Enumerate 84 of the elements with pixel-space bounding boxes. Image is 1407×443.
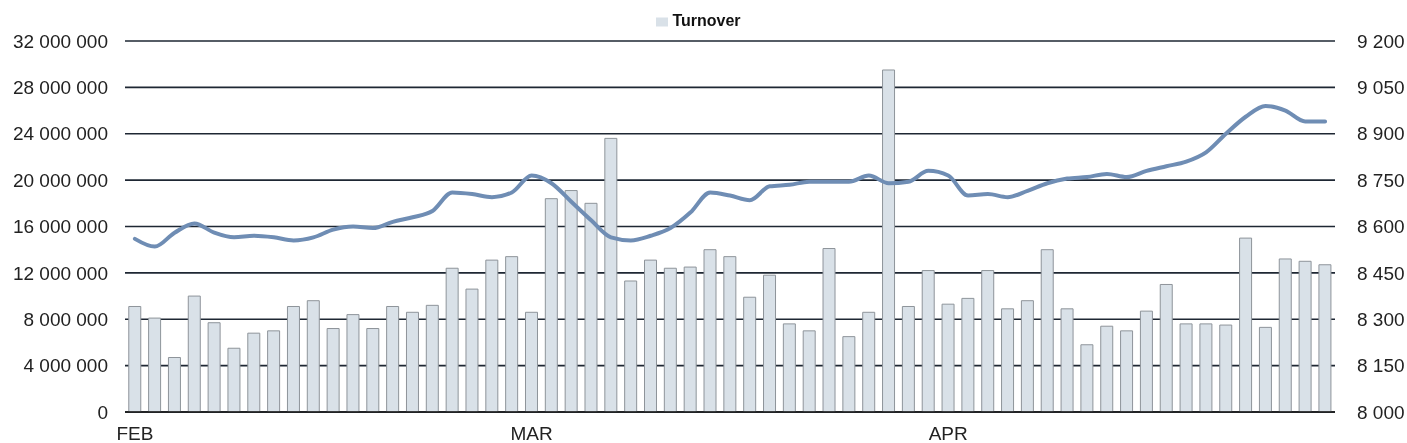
bar (524, 311, 538, 412)
bar (207, 322, 221, 412)
x-tick-label: FEB (116, 423, 154, 443)
bar (1179, 323, 1193, 412)
bar (346, 314, 360, 412)
bar (901, 306, 915, 412)
bar (1278, 258, 1292, 412)
bar (366, 328, 380, 412)
x-tick-label: MAR (510, 423, 553, 443)
y-tick-label: 32 000 000 (12, 30, 108, 52)
bar (128, 306, 142, 412)
y2-tick-label: 8 150 (1357, 355, 1405, 377)
bar (306, 300, 320, 412)
bar (1159, 283, 1173, 412)
bar (822, 248, 836, 412)
y-tick-label: 16 000 000 (12, 216, 108, 238)
bar (802, 330, 816, 412)
bar (961, 297, 975, 412)
bar (465, 288, 479, 412)
y2-tick-label: 8 000 (1357, 401, 1405, 423)
bar (644, 259, 658, 412)
bar (544, 198, 558, 412)
y2-tick-label: 8 450 (1357, 262, 1405, 284)
bar (1100, 325, 1114, 412)
bar (703, 249, 717, 412)
bar (1318, 264, 1332, 412)
bar (1239, 237, 1253, 412)
bar (267, 330, 281, 412)
y-tick-label: 4 000 000 (23, 355, 108, 377)
bar (862, 311, 876, 412)
bar (187, 295, 201, 412)
bar (227, 347, 241, 412)
y-tick-label: 0 (97, 401, 108, 423)
bar (743, 296, 757, 412)
bar (763, 274, 777, 412)
bar (148, 317, 162, 412)
bar (564, 190, 578, 412)
bar (624, 280, 638, 412)
legend-label: Turnover (672, 12, 741, 29)
y2-tick-label: 8 600 (1357, 216, 1405, 238)
y2-tick-label: 9 200 (1357, 30, 1405, 52)
bar (167, 357, 181, 412)
bar (584, 202, 598, 412)
bar (505, 256, 519, 412)
y-tick-label: 8 000 000 (23, 308, 108, 330)
bar (1080, 344, 1094, 412)
y-tick-label: 24 000 000 (12, 123, 108, 145)
bar (723, 256, 737, 412)
bar (981, 270, 995, 412)
y2-tick-label: 8 750 (1357, 169, 1405, 191)
x-tick-label: APR (928, 423, 968, 443)
bar (1298, 260, 1312, 412)
y2-tick-label: 9 050 (1357, 77, 1405, 99)
bar (1219, 324, 1233, 412)
bar (386, 306, 400, 412)
bar (485, 259, 499, 412)
y2-tick-label: 8 900 (1357, 123, 1405, 145)
bar (405, 311, 419, 412)
bar (1120, 330, 1134, 412)
bar (1040, 249, 1054, 412)
bar (604, 137, 618, 412)
bar (247, 332, 261, 412)
bar (1258, 326, 1272, 412)
bar (1139, 310, 1153, 412)
bar (842, 336, 856, 412)
bar (663, 267, 677, 412)
bar (326, 328, 340, 412)
bar (882, 69, 896, 412)
bar (1060, 308, 1074, 412)
bar (941, 303, 955, 412)
bar (683, 266, 697, 412)
y-tick-label: 12 000 000 (12, 262, 108, 284)
line-series (132, 103, 1328, 249)
bar (445, 267, 459, 412)
bar (286, 306, 300, 412)
y-tick-label: 28 000 000 (12, 77, 108, 99)
bar (782, 323, 796, 412)
bar (1001, 308, 1015, 412)
y-tick-label: 20 000 000 (12, 169, 108, 191)
bar (425, 304, 439, 412)
bar (921, 270, 935, 412)
bar (1020, 300, 1034, 412)
bar (1199, 323, 1213, 412)
y2-tick-label: 8 300 (1357, 308, 1405, 330)
